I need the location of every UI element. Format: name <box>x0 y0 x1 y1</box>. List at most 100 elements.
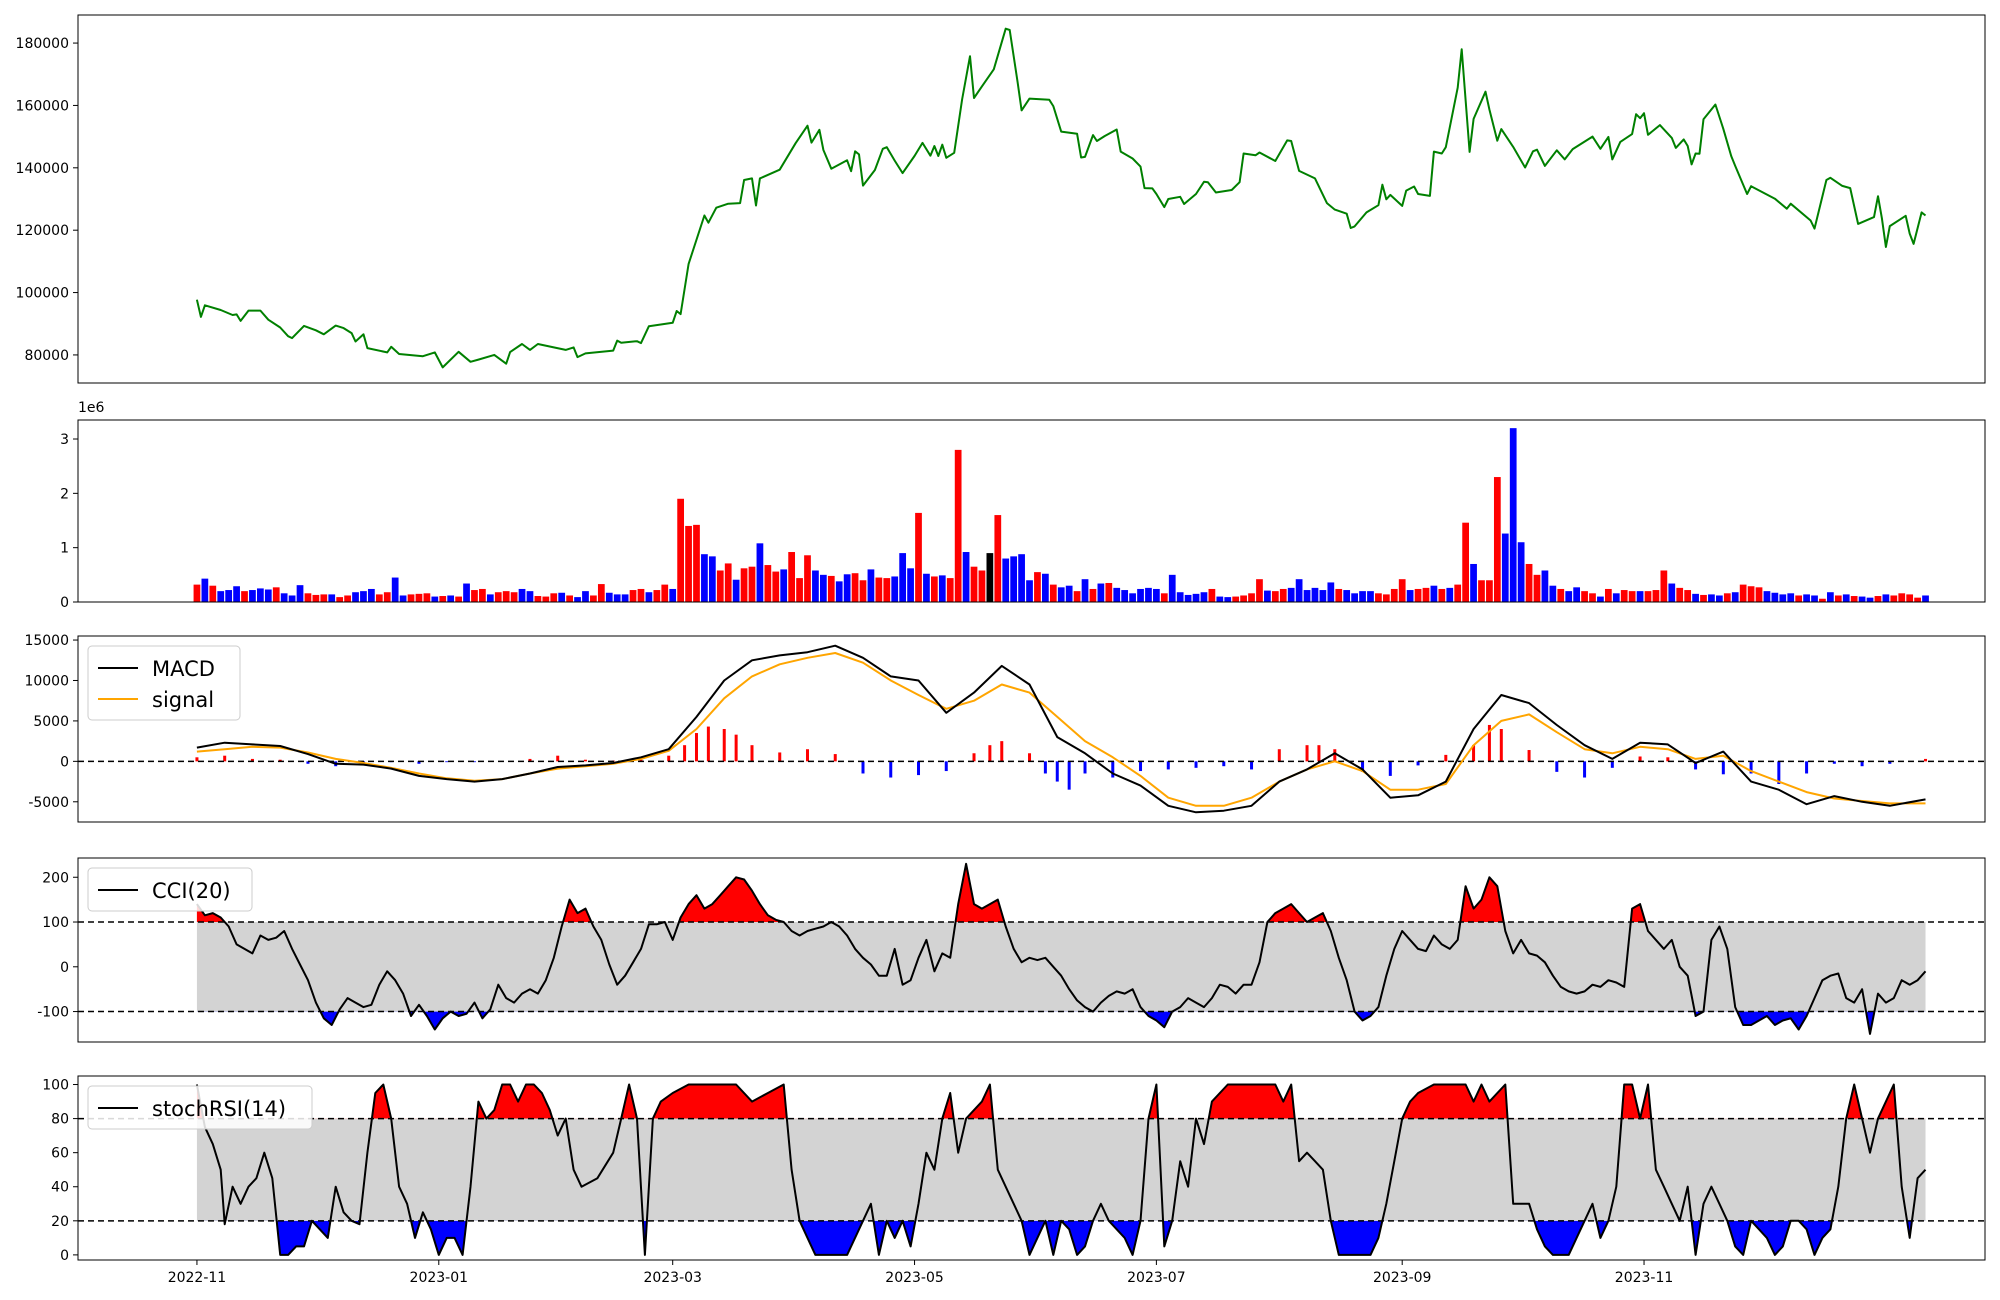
volume-bar <box>486 594 494 602</box>
volume-bar <box>1192 593 1200 602</box>
macd-histogram-bar <box>1832 761 1836 764</box>
volume-bar <box>938 575 946 602</box>
volume-bar <box>1581 591 1588 602</box>
volume-bar <box>1771 592 1779 602</box>
volume-bar <box>1597 596 1604 602</box>
volume-bar <box>526 591 534 602</box>
x-tick-label: 2023-07 <box>1127 1270 1186 1286</box>
volume-ytick-label: 3 <box>60 432 69 448</box>
volume-bar <box>1422 587 1430 602</box>
volume-bar <box>1105 582 1113 602</box>
price-ytick-label: 180000 <box>16 36 69 52</box>
volume-bar <box>693 524 700 602</box>
volume-bar <box>1708 594 1715 602</box>
macd-histogram-bar <box>750 745 754 762</box>
macd-histogram-bar <box>1361 761 1365 772</box>
volume-bar <box>923 573 930 602</box>
macd-histogram-bar <box>734 734 738 762</box>
macd-histogram-bar <box>1860 761 1864 767</box>
volume-bar <box>1287 587 1295 602</box>
macd-histogram-bar <box>706 726 710 762</box>
axes-frame <box>77 635 1986 823</box>
volume-bar <box>613 594 621 602</box>
volume-bar <box>1359 591 1366 602</box>
macd-histogram-bar <box>1694 761 1698 770</box>
macd-histogram-bar <box>1111 761 1115 778</box>
volume-bar <box>1049 584 1057 602</box>
volume-bar <box>1248 593 1255 602</box>
volume-bar <box>1827 592 1834 602</box>
volume-bar <box>740 568 748 602</box>
volume-bar <box>1375 593 1382 602</box>
volume-bar <box>1438 588 1446 602</box>
macd-ytick-label: 10000 <box>24 673 69 689</box>
volume-bar <box>479 588 486 602</box>
volume-bar <box>1819 598 1826 602</box>
volume-bar <box>1652 590 1660 602</box>
macd-histogram-bar <box>1416 761 1420 766</box>
volume-bar <box>233 586 240 602</box>
macd-histogram-bar <box>889 761 893 778</box>
volume-bar <box>1073 591 1081 602</box>
volume-bar <box>716 570 724 602</box>
macd-histogram-bar <box>667 755 671 762</box>
volume-bar <box>1525 563 1533 602</box>
volume-bar <box>1866 597 1874 602</box>
volume-ytick-label: 1 <box>60 541 69 557</box>
volume-bar <box>867 569 875 602</box>
volume-bar <box>296 585 304 602</box>
volume-bar <box>645 592 653 602</box>
price-ytick-label: 120000 <box>16 223 69 239</box>
volume-bar <box>257 588 264 602</box>
volume-bar <box>1858 596 1866 602</box>
volume-bar <box>748 566 756 602</box>
volume-bar <box>471 590 478 602</box>
volume-bar <box>804 555 811 602</box>
volume-bar <box>899 553 907 602</box>
macd-histogram-bar <box>306 761 310 764</box>
volume-bar <box>1493 477 1501 602</box>
macd-histogram-bar <box>1028 753 1032 762</box>
cci-overbought-fill <box>196 863 1926 923</box>
volume-bar <box>1692 593 1699 602</box>
volume-bar <box>1018 554 1025 602</box>
volume-bar <box>970 566 978 602</box>
volume-bar <box>835 581 843 602</box>
volume-bar <box>1501 533 1509 602</box>
volume-bar <box>978 570 986 602</box>
volume-bar <box>708 556 716 602</box>
volume-bar <box>597 584 605 602</box>
volume-bar <box>280 593 288 602</box>
volume-bar <box>1747 586 1755 602</box>
volume-bar <box>1089 588 1097 602</box>
volume-bar <box>1271 591 1279 602</box>
volume-bar <box>772 571 780 602</box>
macd-histogram-bar <box>1749 761 1753 774</box>
volume-bar <box>1319 590 1327 602</box>
volume-bar <box>336 597 344 602</box>
macd-histogram-bar <box>1666 757 1670 762</box>
volume-bar <box>764 565 772 602</box>
macd-histogram-bar <box>1139 761 1143 772</box>
macd-series-MACD <box>196 644 1926 814</box>
macd-histogram-bar <box>805 749 809 762</box>
volume-bar <box>590 595 597 602</box>
macd-histogram-bar <box>1333 749 1337 762</box>
cci-panel: -100 0 100 200 CCI(20) <box>37 857 1986 1043</box>
volume-bar <box>1303 590 1311 602</box>
volume-bar <box>701 554 708 602</box>
volume-bar <box>241 591 248 602</box>
macd-histogram-bar <box>1444 754 1448 762</box>
volume-bar <box>558 592 566 602</box>
volume-bar <box>1042 573 1049 602</box>
volume-bar <box>518 588 526 602</box>
volume-bar <box>1834 595 1842 602</box>
volume-bar <box>788 552 796 602</box>
volume-bar <box>851 573 859 602</box>
volume-bar <box>1517 542 1525 602</box>
volume-bar <box>288 595 296 602</box>
macd-legend-box <box>87 645 241 721</box>
volume-bar <box>1406 590 1414 602</box>
